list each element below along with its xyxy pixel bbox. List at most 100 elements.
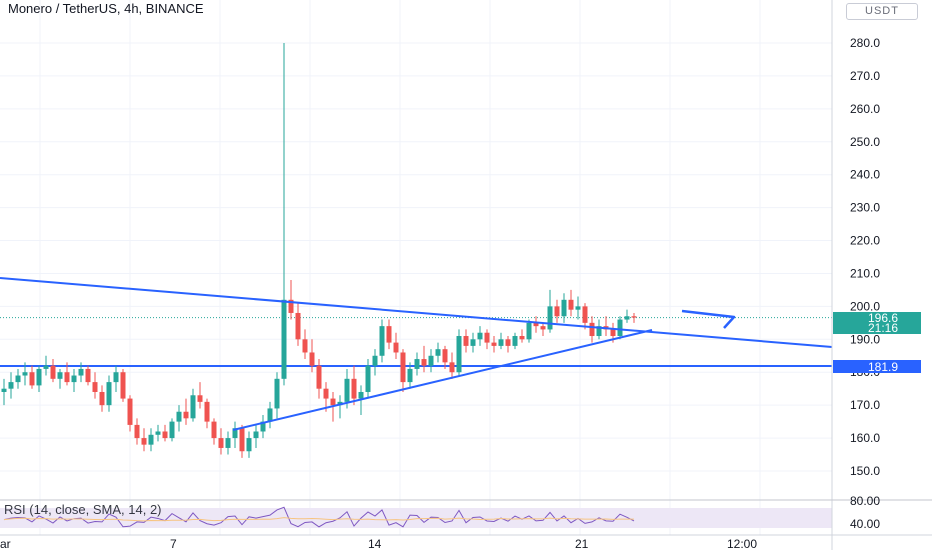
price-axis[interactable]: 280.0 270.0 260.0 250.0 240.0 230.0 220.0 210.0… (850, 36, 880, 478)
candle-body (113, 372, 119, 383)
candle-body (428, 355, 434, 366)
price-tick-label: 210.0 (850, 266, 880, 280)
candle-body (526, 322, 532, 340)
candle-body (463, 336, 469, 346)
candle-body (540, 326, 546, 330)
candle-body (232, 428, 238, 439)
rsi-indicator-label[interactable]: RSI (14, close, SMA, 14, 2) (4, 502, 162, 517)
level-price-badge (833, 360, 921, 373)
chart-title: Monero / TetherUS, 4h, BINANCE (8, 1, 204, 16)
grid (0, 0, 832, 535)
candle-body (239, 428, 245, 452)
candle-body (22, 372, 28, 376)
candle-body (106, 382, 112, 406)
candle-body (309, 352, 315, 366)
candle-body (393, 342, 399, 353)
price-tick-label: 230.0 (850, 201, 880, 215)
price-tick-label: 170.0 (850, 398, 880, 412)
candle-body (225, 438, 231, 448)
descending-trendline[interactable] (0, 277, 833, 348)
price-tick-label: 190.0 (850, 332, 880, 346)
candle-body (631, 316, 637, 318)
candle-body (148, 434, 154, 445)
candle-body (498, 339, 504, 346)
rsi-tick-label: 80.00 (850, 494, 880, 508)
ascending-trendline[interactable] (232, 329, 653, 431)
candle-body (596, 326, 602, 337)
candle-body (470, 339, 476, 346)
candle-body (295, 312, 301, 340)
price-tick-label: 240.0 (850, 168, 880, 182)
candle-body (267, 408, 273, 422)
candle-body (330, 398, 336, 406)
price-tick-label: 200.0 (850, 299, 880, 313)
price-tick-label: 150.0 (850, 464, 880, 478)
candle-body (365, 365, 371, 392)
candle-body (624, 316, 630, 320)
candle-body (99, 391, 105, 406)
currency-selector[interactable]: USDT (846, 3, 918, 20)
candle-body (610, 329, 616, 337)
candle-body (547, 306, 553, 330)
time-axis[interactable]: ar 7 14 21 12:00 (0, 537, 757, 550)
candle-body (43, 365, 49, 369)
candle-body (372, 355, 378, 366)
candle-body (190, 395, 196, 419)
candle-body (351, 378, 357, 399)
candle-body (274, 378, 280, 409)
candle-body (92, 382, 98, 392)
candle-body (554, 306, 560, 317)
price-tick-label: 220.0 (850, 234, 880, 248)
candle-body (218, 438, 224, 448)
candle-body (323, 388, 329, 399)
candle-body (36, 368, 42, 386)
candle-body (575, 306, 581, 310)
candle-body (141, 438, 147, 445)
candle-body (15, 375, 21, 383)
candle-body (561, 299, 567, 317)
price-tick-label: 260.0 (850, 102, 880, 116)
candle-body (568, 299, 574, 310)
rsi-axis: 80.00 40.00 (850, 494, 880, 531)
candle-body (120, 372, 126, 399)
candle-body (1, 388, 7, 392)
candle-body (183, 411, 189, 419)
horizontal-lines (0, 317, 832, 367)
candle-body (127, 398, 133, 425)
price-tick-label: 280.0 (850, 36, 880, 50)
candle-body (71, 375, 77, 383)
candle-body (78, 368, 84, 376)
level-price-label: 181.9 (868, 360, 898, 374)
candlestick-series (1, 43, 637, 458)
candle-body (582, 306, 588, 323)
time-tick-label: 12:00 (727, 537, 757, 550)
candle-body (134, 424, 140, 439)
rsi-line (3, 506, 635, 528)
candle-body (162, 431, 168, 439)
candle-body (176, 411, 182, 422)
candle-body (512, 336, 518, 346)
price-tick-label: 270.0 (850, 69, 880, 83)
trendline-drawings[interactable] (0, 277, 833, 431)
candle-body (617, 319, 623, 337)
time-tick-label: 7 (170, 537, 177, 550)
candle-body (484, 332, 490, 343)
candle-body (400, 352, 406, 383)
candle-body (204, 401, 210, 422)
candle-body (379, 326, 385, 356)
candle-body (589, 322, 595, 337)
candle-body (421, 359, 427, 366)
time-tick-label: 21 (575, 537, 589, 550)
candle-body (29, 372, 35, 386)
candle-body (253, 431, 259, 439)
time-tick-label: ar (0, 537, 11, 550)
arrow-drawing[interactable] (681, 309, 736, 329)
time-tick-label: 14 (368, 537, 382, 550)
candle-body (281, 299, 287, 379)
candle-body (260, 421, 266, 432)
candle-body (386, 326, 392, 343)
candle-body (449, 362, 455, 373)
candle-body (505, 339, 511, 346)
candle-body (407, 368, 413, 383)
